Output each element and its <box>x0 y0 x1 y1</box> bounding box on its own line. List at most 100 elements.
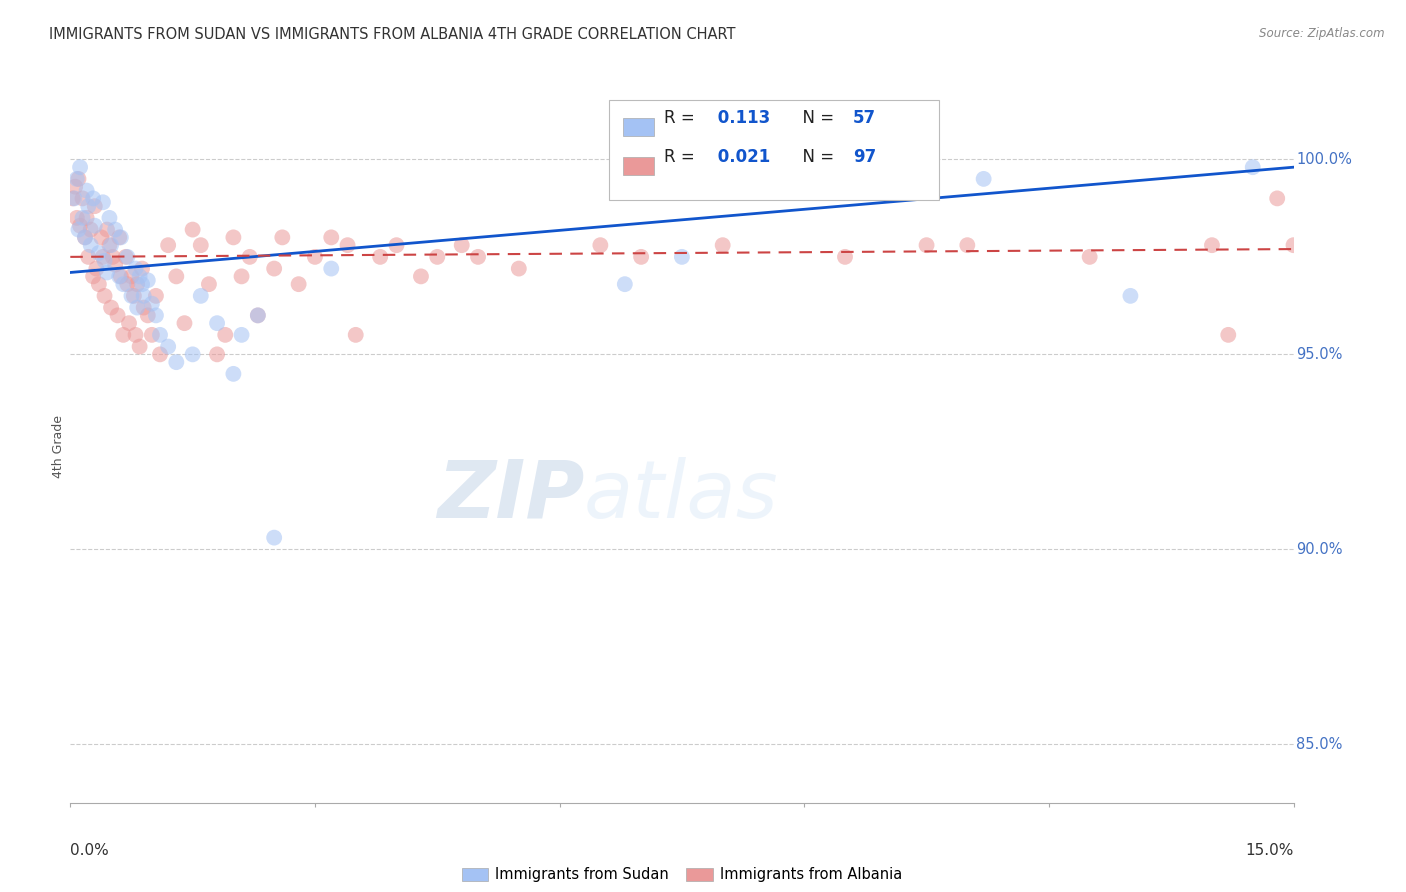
Immigrants from Albania <box>467 250 489 264</box>
Immigrants from Albania <box>1265 191 1288 205</box>
Text: R =: R = <box>664 109 700 127</box>
Immigrants from Sudan <box>141 296 163 310</box>
Immigrants from Albania <box>69 219 91 233</box>
Immigrants from Albania <box>110 269 132 284</box>
Immigrants from Albania <box>385 238 408 252</box>
Immigrants from Albania <box>118 316 141 330</box>
Immigrants from Sudan <box>100 238 122 252</box>
Immigrants from Albania <box>157 238 180 252</box>
Immigrants from Albania <box>1201 238 1223 252</box>
Immigrants from Albania <box>67 172 90 186</box>
Immigrants from Sudan <box>124 261 146 276</box>
Immigrants from Albania <box>834 250 856 264</box>
Immigrants from Albania <box>108 230 131 244</box>
Immigrants from Albania <box>214 327 236 342</box>
Immigrants from Sudan <box>613 277 636 292</box>
Immigrants from Sudan <box>87 246 110 260</box>
Immigrants from Sudan <box>132 289 155 303</box>
Immigrants from Albania <box>141 327 163 342</box>
Immigrants from Sudan <box>66 172 89 186</box>
Immigrants from Albania <box>86 261 108 276</box>
Immigrants from Albania <box>956 238 979 252</box>
Immigrants from Sudan <box>110 230 132 244</box>
Immigrants from Albania <box>368 250 391 264</box>
Immigrants from Sudan <box>131 277 153 292</box>
Immigrants from Albania <box>711 238 734 252</box>
Text: N =: N = <box>792 109 839 127</box>
Immigrants from Albania <box>124 327 146 342</box>
Immigrants from Sudan <box>98 211 121 225</box>
Immigrants from Albania <box>107 309 129 323</box>
Immigrants from Albania <box>165 269 187 284</box>
Immigrants from Sudan <box>165 355 187 369</box>
Y-axis label: 4th Grade: 4th Grade <box>52 415 65 477</box>
Immigrants from Sudan <box>96 265 118 279</box>
Immigrants from Albania <box>131 261 153 276</box>
Immigrants from Sudan <box>1119 289 1142 303</box>
Immigrants from Sudan <box>231 327 253 342</box>
Immigrants from Sudan <box>136 273 159 287</box>
Immigrants from Albania <box>73 230 96 244</box>
Text: 57: 57 <box>853 109 876 127</box>
Immigrants from Albania <box>589 238 612 252</box>
Immigrants from Albania <box>287 277 309 292</box>
Immigrants from Sudan <box>77 199 100 213</box>
Immigrants from Albania <box>450 238 472 252</box>
Immigrants from Albania <box>91 250 114 264</box>
Immigrants from Sudan <box>222 367 245 381</box>
Immigrants from Sudan <box>82 191 104 205</box>
Immigrants from Sudan <box>67 222 90 236</box>
Immigrants from Albania <box>630 250 652 264</box>
Immigrants from Albania <box>321 230 343 244</box>
Immigrants from Sudan <box>128 269 150 284</box>
Text: 0.0%: 0.0% <box>70 843 110 858</box>
Immigrants from Albania <box>96 222 118 236</box>
Text: 15.0%: 15.0% <box>1246 843 1294 858</box>
Immigrants from Albania <box>426 250 449 264</box>
Immigrants from Albania <box>336 238 359 252</box>
Immigrants from Albania <box>222 230 245 244</box>
Immigrants from Albania <box>145 289 167 303</box>
Immigrants from Albania <box>90 230 112 244</box>
Text: 85.0%: 85.0% <box>1296 737 1343 752</box>
Immigrants from Albania <box>508 261 530 276</box>
Immigrants from Albania <box>263 261 285 276</box>
Immigrants from Sudan <box>79 238 103 252</box>
Immigrants from Albania <box>114 250 136 264</box>
Immigrants from Sudan <box>69 160 91 174</box>
Immigrants from Sudan <box>263 531 285 545</box>
Immigrants from Sudan <box>246 309 269 323</box>
Legend: Immigrants from Sudan, Immigrants from Albania: Immigrants from Sudan, Immigrants from A… <box>456 862 908 888</box>
Immigrants from Sudan <box>321 261 343 276</box>
Immigrants from Albania <box>190 238 212 252</box>
Immigrants from Sudan <box>108 269 131 284</box>
Immigrants from Albania <box>915 238 938 252</box>
Immigrants from Albania <box>1282 238 1305 252</box>
Immigrants from Sudan <box>72 211 94 225</box>
Immigrants from Albania <box>128 340 150 354</box>
Immigrants from Albania <box>82 269 104 284</box>
Immigrants from Albania <box>205 347 228 361</box>
FancyBboxPatch shape <box>623 157 654 175</box>
Immigrants from Albania <box>231 269 253 284</box>
FancyBboxPatch shape <box>623 118 654 136</box>
Immigrants from Albania <box>173 316 195 330</box>
Immigrants from Albania <box>63 179 86 194</box>
Text: 97: 97 <box>853 148 876 166</box>
Immigrants from Albania <box>239 250 262 264</box>
Immigrants from Albania <box>93 289 115 303</box>
Text: Source: ZipAtlas.com: Source: ZipAtlas.com <box>1260 27 1385 40</box>
Text: ZIP: ZIP <box>437 457 583 535</box>
Immigrants from Albania <box>1078 250 1101 264</box>
Text: 0.021: 0.021 <box>713 148 770 166</box>
Immigrants from Sudan <box>973 172 995 186</box>
Immigrants from Albania <box>98 238 121 252</box>
Text: IMMIGRANTS FROM SUDAN VS IMMIGRANTS FROM ALBANIA 4TH GRADE CORRELATION CHART: IMMIGRANTS FROM SUDAN VS IMMIGRANTS FROM… <box>49 27 735 42</box>
Immigrants from Albania <box>77 250 100 264</box>
Immigrants from Sudan <box>1241 160 1264 174</box>
Text: 90.0%: 90.0% <box>1296 541 1343 557</box>
Text: atlas: atlas <box>583 457 779 535</box>
Immigrants from Albania <box>409 269 432 284</box>
Immigrants from Sudan <box>121 289 143 303</box>
Immigrants from Albania <box>271 230 294 244</box>
